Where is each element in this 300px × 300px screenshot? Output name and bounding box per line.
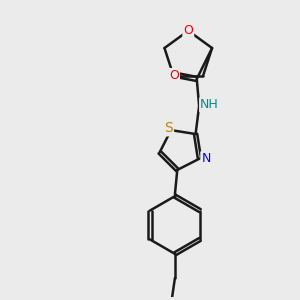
Text: O: O xyxy=(183,24,193,37)
Text: NH: NH xyxy=(200,98,219,111)
Text: N: N xyxy=(201,152,211,165)
Text: O: O xyxy=(169,69,179,82)
Text: S: S xyxy=(164,122,173,135)
